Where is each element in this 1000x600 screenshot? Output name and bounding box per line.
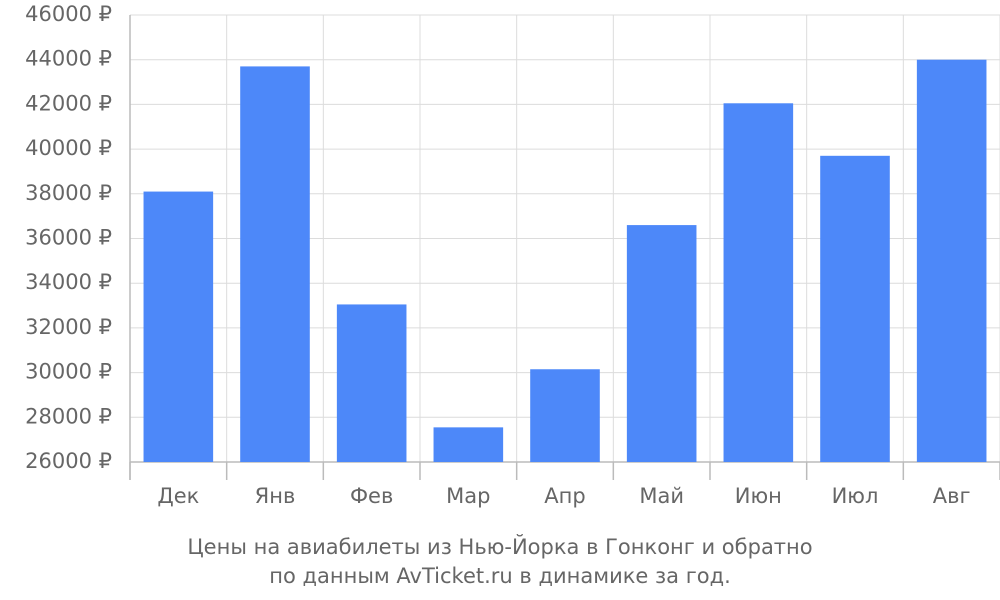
- y-tick-label: 26000 ₽: [25, 449, 112, 473]
- y-tick-label: 42000 ₽: [25, 91, 112, 115]
- y-tick-label: 38000 ₽: [25, 181, 112, 205]
- y-tick-label: 30000 ₽: [25, 360, 112, 384]
- y-tick-label: 28000 ₽: [25, 404, 112, 428]
- x-tick-label: Июн: [735, 484, 782, 508]
- bar: [626, 225, 697, 462]
- caption-line: по данным AvTicket.ru в динамике за год.: [269, 564, 731, 588]
- x-tick-label: Дек: [157, 484, 199, 508]
- x-tick-label: Апр: [544, 484, 585, 508]
- bar: [916, 59, 987, 462]
- bar: [240, 66, 310, 462]
- bar: [336, 304, 407, 462]
- bar: [143, 191, 214, 462]
- bar: [820, 155, 890, 462]
- y-tick-label: 34000 ₽: [25, 270, 112, 294]
- bar: [530, 369, 600, 462]
- caption-line: Цены на авиабилеты из Нью-Йорка в Гонкон…: [187, 534, 812, 559]
- x-tick-label: Авг: [933, 484, 971, 508]
- y-tick-label: 36000 ₽: [25, 226, 112, 250]
- y-tick-label: 46000 ₽: [25, 2, 112, 26]
- x-tick-label: Янв: [255, 484, 296, 508]
- y-tick-label: 32000 ₽: [25, 315, 112, 339]
- x-tick-label: Фев: [350, 484, 393, 508]
- x-tick-label: Май: [639, 484, 684, 508]
- x-tick-label: Мар: [446, 484, 490, 508]
- x-tick-label: Июл: [832, 484, 879, 508]
- y-tick-label: 40000 ₽: [25, 136, 112, 160]
- y-tick-label: 44000 ₽: [25, 47, 112, 71]
- bar: [723, 103, 794, 462]
- bar: [433, 427, 504, 462]
